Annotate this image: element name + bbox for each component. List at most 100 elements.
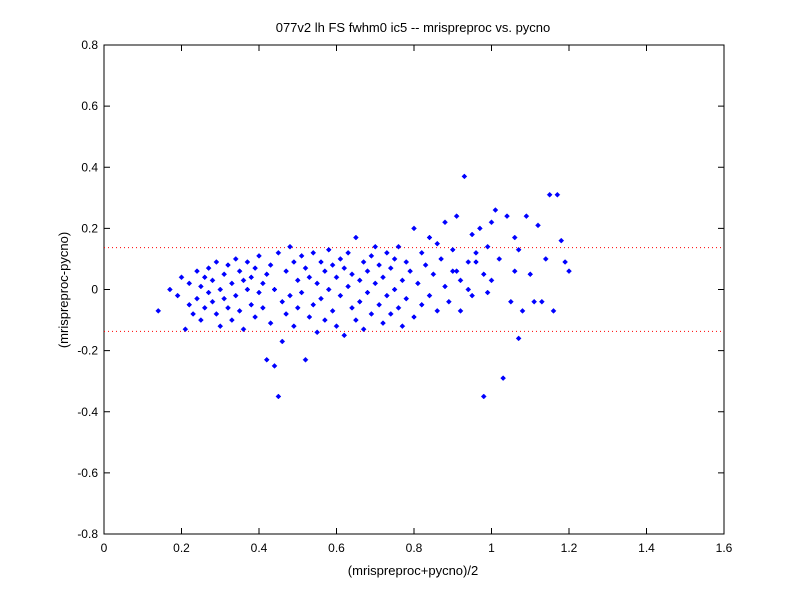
y-tick-label: 0.8	[81, 38, 98, 52]
x-tick-label: 1	[488, 541, 495, 555]
data-point	[287, 292, 293, 299]
data-point	[500, 375, 506, 381]
data-point	[539, 298, 545, 305]
data-point	[384, 249, 390, 256]
data-point	[314, 329, 320, 336]
data-point	[349, 304, 355, 311]
chart-title: 077v2 lh FS fwhm0 ic5 -- mrispreproc vs.…	[276, 20, 551, 35]
x-axis-title: (mrispreproc+pycno)/2	[348, 563, 478, 578]
data-point	[329, 308, 336, 314]
x-tick-label: 0	[101, 541, 108, 555]
data-point	[322, 317, 328, 323]
y-tick-label: 0	[91, 283, 98, 297]
data-point	[391, 286, 398, 293]
data-point	[205, 265, 212, 271]
data-point	[267, 262, 274, 268]
data-point	[209, 277, 216, 284]
data-point	[356, 298, 363, 305]
data-point	[310, 301, 317, 308]
data-point	[244, 286, 251, 293]
data-point	[205, 289, 212, 296]
data-point	[217, 286, 224, 293]
data-point	[434, 240, 441, 247]
data-point	[260, 304, 266, 311]
data-point	[372, 280, 379, 287]
data-point	[442, 283, 448, 290]
data-point	[178, 274, 185, 281]
data-point	[558, 237, 565, 244]
plot-area: 0 0.2 0.4 0.6 0.8 1 1.2 1.4 1.6 -0.8 -0.6 -0.4 -0.2 0…	[77, 38, 732, 555]
y-tick-label: -0.2	[77, 344, 98, 358]
y-axis-title: (mrispreproc-pycno)	[56, 232, 71, 348]
data-point	[260, 280, 266, 287]
data-point	[186, 280, 193, 287]
data-point	[248, 301, 255, 308]
data-point	[256, 253, 262, 259]
data-point	[240, 277, 247, 284]
data-point	[194, 295, 200, 302]
data-point	[182, 326, 189, 333]
data-point	[453, 213, 460, 220]
y-tick-label: -0.6	[77, 466, 98, 480]
data-point	[360, 326, 367, 333]
x-tick-label: 0.6	[328, 541, 345, 555]
data-point	[426, 234, 433, 241]
data-point	[403, 295, 410, 302]
data-point	[252, 265, 258, 271]
data-point	[271, 363, 278, 369]
data-point	[480, 271, 487, 278]
data-point	[438, 256, 444, 262]
data-point	[244, 259, 251, 265]
data-point	[329, 262, 336, 268]
data-point	[291, 323, 297, 330]
data-point	[554, 191, 561, 198]
data-point	[198, 283, 204, 290]
data-point	[322, 268, 328, 275]
data-point	[457, 308, 464, 314]
data-point	[511, 234, 518, 241]
data-point	[542, 256, 549, 262]
data-point	[298, 253, 305, 259]
data-point	[399, 323, 406, 330]
data-point	[391, 256, 398, 262]
data-point	[387, 311, 394, 317]
data-point	[395, 304, 402, 311]
data-point	[240, 326, 247, 333]
data-point	[345, 249, 351, 256]
data-point	[302, 356, 309, 363]
data-point	[221, 295, 227, 302]
data-point	[469, 231, 475, 238]
data-point	[213, 259, 220, 265]
data-point	[465, 286, 472, 293]
data-point	[302, 265, 309, 271]
y-tick-label: -0.8	[77, 527, 98, 541]
data-point	[306, 314, 313, 320]
data-point	[449, 246, 456, 253]
data-point	[496, 256, 503, 262]
data-point	[399, 277, 406, 284]
data-point	[368, 311, 375, 317]
data-point	[566, 268, 572, 275]
data-point	[411, 225, 417, 232]
data-point	[201, 304, 208, 311]
data-point	[457, 277, 464, 284]
data-point	[291, 259, 297, 265]
data-point	[449, 268, 456, 275]
data-point	[504, 213, 510, 220]
data-point	[411, 314, 417, 320]
data-point	[523, 213, 530, 220]
data-point	[384, 292, 390, 299]
data-point	[229, 317, 235, 323]
data-point	[221, 271, 227, 278]
data-point	[318, 295, 324, 302]
data-point	[194, 268, 200, 275]
y-tick-label: 0.6	[81, 99, 98, 113]
data-point	[415, 280, 421, 287]
data-point	[446, 298, 452, 305]
data-point	[442, 219, 448, 226]
data-point	[275, 249, 282, 256]
data-point	[225, 262, 231, 268]
data-point	[418, 249, 425, 256]
data-point	[519, 308, 526, 314]
